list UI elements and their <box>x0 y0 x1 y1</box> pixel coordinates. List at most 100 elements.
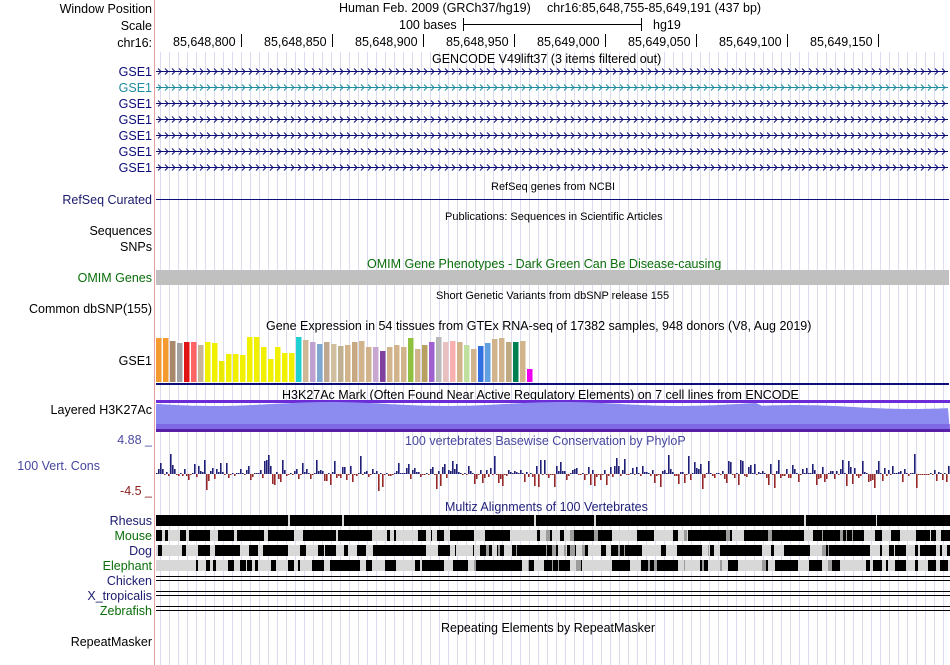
omim-track-label[interactable]: OMIM Genes <box>77 271 152 285</box>
repeatmasker-track-label[interactable]: RepeatMasker <box>70 635 152 649</box>
gtex-tissue-bar[interactable] <box>373 347 379 382</box>
gtex-tissue-bar[interactable] <box>240 355 246 382</box>
multiz-species-label[interactable]: Zebrafish <box>99 604 152 618</box>
gencode-transcript[interactable] <box>156 132 948 139</box>
gtex-tissue-bar[interactable] <box>261 347 267 382</box>
gtex-tissue-bar[interactable] <box>450 341 456 382</box>
gencode-item-label[interactable]: GSE1 <box>118 113 152 127</box>
multiz-species-label[interactable]: Chicken <box>106 574 152 588</box>
multiz-alignments[interactable] <box>156 513 950 617</box>
gencode-item-label[interactable]: GSE1 <box>118 161 152 175</box>
phylop-positive-bar <box>364 472 366 474</box>
gtex-tissue-bar[interactable] <box>443 342 449 382</box>
gencode-transcript[interactable] <box>156 148 948 155</box>
gtex-tissue-bar[interactable] <box>219 361 225 382</box>
gtex-tissue-bar[interactable] <box>324 342 330 382</box>
gtex-tissue-bar[interactable] <box>275 347 281 382</box>
gtex-tissue-bar[interactable] <box>492 339 498 382</box>
gtex-tissue-bar[interactable] <box>303 340 309 382</box>
gtex-tissue-bar[interactable] <box>394 345 400 382</box>
gtex-tissue-bar[interactable] <box>506 342 512 382</box>
gtex-tissue-bar[interactable] <box>415 349 421 382</box>
gtex-tissue-bar[interactable] <box>268 359 274 382</box>
label-divider[interactable] <box>154 0 155 665</box>
gencode-transcript[interactable] <box>156 116 948 123</box>
gtex-tissue-bar[interactable] <box>331 344 337 382</box>
phylop-track-label[interactable]: 100 Vert. Cons <box>17 459 100 473</box>
gtex-tissue-bar[interactable] <box>345 345 351 382</box>
gtex-tissue-bar[interactable] <box>499 338 505 382</box>
phylop-positive-bar <box>464 473 466 474</box>
gencode-item-label[interactable]: GSE1 <box>118 97 152 111</box>
gtex-tissue-bar[interactable] <box>513 342 519 382</box>
gtex-tissue-bar[interactable] <box>296 337 302 382</box>
gtex-tissue-bar[interactable] <box>338 346 344 382</box>
gtex-tissue-bar[interactable] <box>471 349 477 382</box>
h3k27ac-signal[interactable] <box>156 400 950 432</box>
gtex-tissue-bar[interactable] <box>184 342 190 382</box>
h3k27ac-track-label[interactable]: Layered H3K27Ac <box>50 403 152 417</box>
gtex-tissue-bar[interactable] <box>317 344 323 382</box>
position-text[interactable]: chr16:85,648,755-85,649,191 (437 bp) <box>547 1 762 15</box>
gtex-tissue-bar[interactable] <box>527 369 533 382</box>
gtex-tissue-bar[interactable] <box>464 345 470 382</box>
gtex-tissue-bar[interactable] <box>429 342 435 382</box>
gtex-tissue-bar[interactable] <box>254 337 260 382</box>
gencode-item-label[interactable]: GSE1 <box>118 81 152 95</box>
gtex-tissue-bar[interactable] <box>156 338 162 382</box>
snps-track-label[interactable]: SNPs <box>120 240 152 254</box>
gtex-tissue-bar[interactable] <box>177 343 183 382</box>
gtex-tissue-bar[interactable] <box>401 347 407 382</box>
gtex-tissue-bar[interactable] <box>366 347 372 382</box>
gtex-tissue-bar[interactable] <box>485 343 491 382</box>
multiz-species-label[interactable]: Mouse <box>114 529 152 543</box>
gtex-tissue-bar[interactable] <box>352 342 358 382</box>
gtex-tissue-bar[interactable] <box>422 345 428 382</box>
multiz-species-label[interactable]: Elephant <box>102 559 152 573</box>
gtex-tissue-bar[interactable] <box>226 354 232 382</box>
gencode-transcript[interactable] <box>156 68 948 75</box>
gencode-item-label[interactable]: GSE1 <box>118 145 152 159</box>
gtex-tissue-bar[interactable] <box>436 337 442 382</box>
gtex-tissue-bar[interactable] <box>520 341 526 382</box>
gtex-tissue-bar[interactable] <box>289 353 295 382</box>
gtex-tissue-bar[interactable] <box>163 338 169 382</box>
gtex-tissue-bar[interactable] <box>478 346 484 382</box>
gtex-tissue-bar[interactable] <box>170 341 176 382</box>
gtex-tissue-bar[interactable] <box>408 338 414 382</box>
gtex-tissue-bar[interactable] <box>387 347 393 382</box>
gtex-tissue-bar[interactable] <box>282 353 288 382</box>
refseq-gene-line[interactable] <box>156 199 949 200</box>
phylop-conservation-plot[interactable] <box>156 444 950 500</box>
gtex-track-label[interactable]: GSE1 <box>118 354 152 368</box>
multiz-species-label[interactable]: Rhesus <box>109 514 152 528</box>
phylop-positive-bar <box>490 468 492 474</box>
gtex-tissue-bar[interactable] <box>191 342 197 382</box>
publications-track-label[interactable]: Sequences <box>89 224 152 238</box>
phylop-positive-bar <box>458 472 460 474</box>
gtex-expression-bars[interactable] <box>156 334 536 382</box>
gencode-item-label[interactable]: GSE1 <box>118 65 152 79</box>
dbsnp-track-label[interactable]: Common dbSNP(155) <box>29 302 152 316</box>
gtex-tissue-bar[interactable] <box>380 351 386 382</box>
gencode-item-label[interactable]: GSE1 <box>118 129 152 143</box>
gencode-transcript[interactable] <box>156 84 948 91</box>
gtex-tissue-bar[interactable] <box>310 342 316 382</box>
omim-gene-bar[interactable] <box>156 270 949 285</box>
gtex-tissue-bar[interactable] <box>359 341 365 382</box>
gtex-tissue-bar[interactable] <box>457 342 463 382</box>
multiz-species-label[interactable]: X_tropicalis <box>87 589 152 603</box>
gtex-tissue-bar[interactable] <box>212 343 218 382</box>
phylop-negative-bar <box>272 474 274 484</box>
phylop-negative-bar <box>214 474 216 479</box>
phylop-positive-bar <box>910 473 912 474</box>
gtex-tissue-bar[interactable] <box>247 337 253 382</box>
gtex-tissue-bar[interactable] <box>233 354 239 382</box>
gtex-tissue-bar[interactable] <box>198 345 204 382</box>
gencode-transcript[interactable] <box>156 100 948 107</box>
gtex-tissue-bar[interactable] <box>205 342 211 382</box>
gencode-transcript[interactable] <box>156 164 948 171</box>
phylop-positive-bar <box>892 466 894 474</box>
multiz-species-label[interactable]: Dog <box>129 544 152 558</box>
refseq-track-label[interactable]: RefSeq Curated <box>62 193 152 207</box>
